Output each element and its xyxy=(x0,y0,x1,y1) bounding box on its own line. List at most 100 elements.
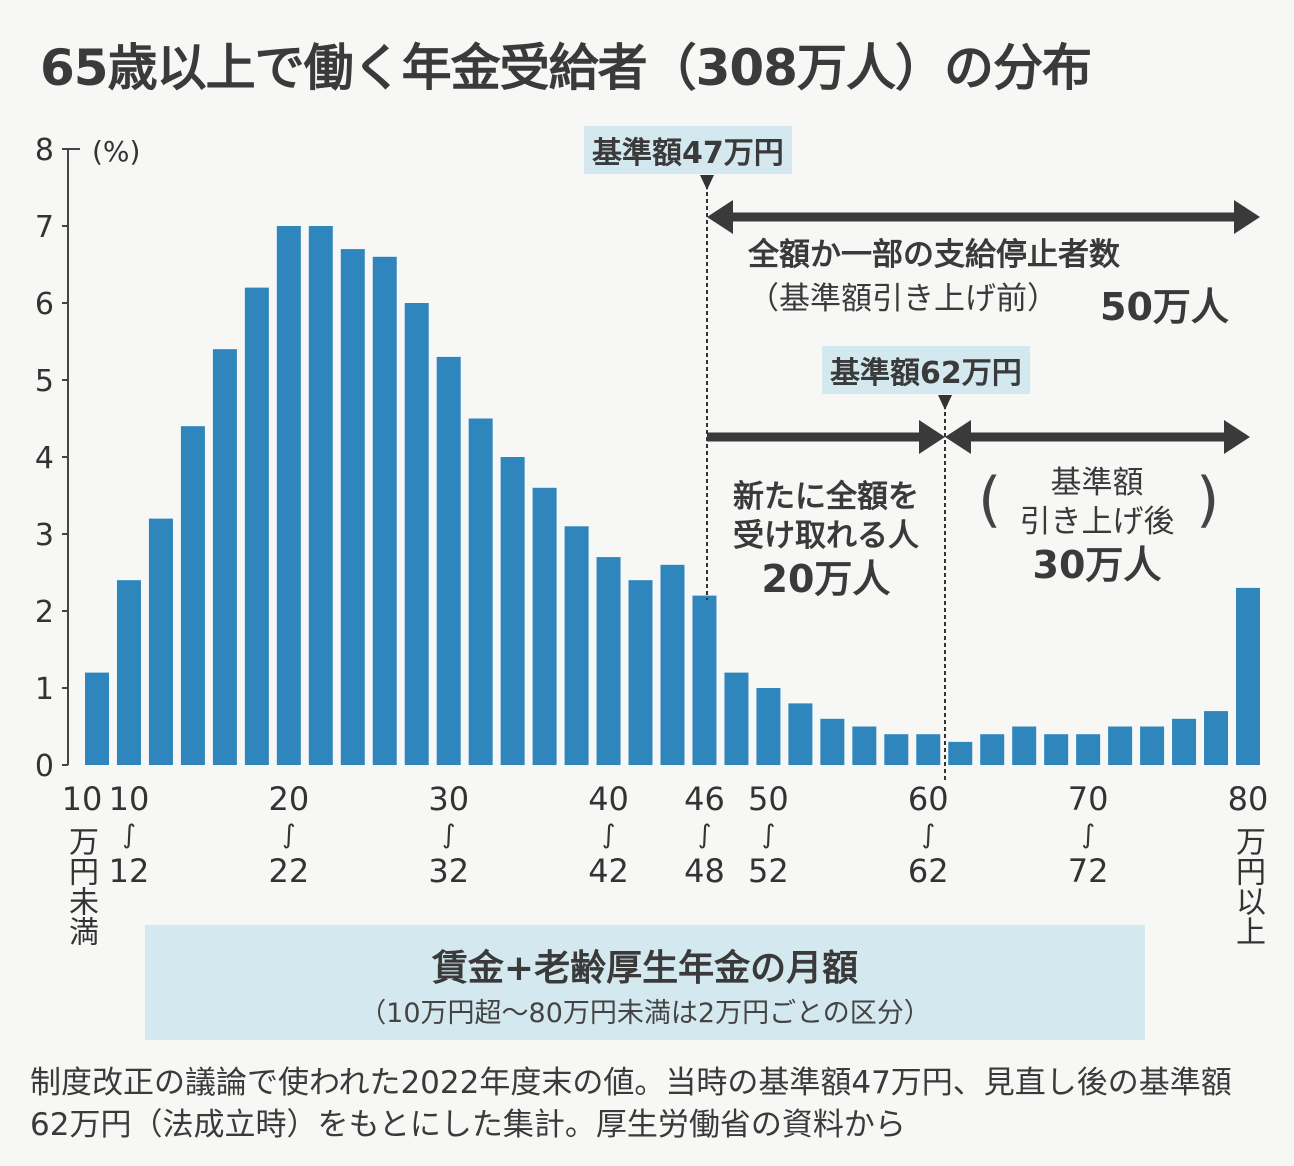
x-tick-label-bottom: 52 xyxy=(748,852,789,890)
stopped-arrow-head-right xyxy=(1234,200,1260,234)
newly-full-arrow-head-right xyxy=(919,420,945,454)
x-tick-label-top: 10 xyxy=(109,780,150,818)
bar-40〜42 xyxy=(596,557,621,765)
bar-54〜56 xyxy=(820,718,845,765)
bar-10〜12 xyxy=(116,580,141,765)
x-tick-label-bottom: 48 xyxy=(684,852,725,890)
y-tick-label: 0 xyxy=(35,749,54,784)
y-tick-label: 1 xyxy=(35,672,54,707)
x-tick-label-vertical-last: 万円以上 xyxy=(1230,826,1265,946)
x-tick-label-top: 40 xyxy=(588,780,629,818)
newly-full-label: 新たに全額を 受け取れる人 20万人 xyxy=(714,478,938,603)
x-tick-range-sep: ∫ xyxy=(922,820,936,850)
bar-64〜66 xyxy=(980,734,1005,765)
x-axis-subtitle: （10万円超～80万円未満は2万円ごとの区分） xyxy=(359,998,931,1029)
bar-20〜22 xyxy=(276,226,301,765)
bar-24〜26 xyxy=(340,249,365,766)
bar-78〜80 xyxy=(1204,711,1229,765)
x-tick-label-top: 20 xyxy=(268,780,309,818)
x-tick-range-sep: ∫ xyxy=(1081,820,1095,850)
bar-58〜60 xyxy=(884,734,909,765)
after-arrow-head-left xyxy=(945,420,971,454)
bar-44〜46 xyxy=(660,564,685,765)
bar-50〜52 xyxy=(756,688,781,765)
x-tick-label-bottom: 42 xyxy=(588,852,629,890)
bar-14〜16 xyxy=(180,426,205,765)
y-tick-label: 4 xyxy=(35,441,54,476)
bar-80万円以上 xyxy=(1236,587,1260,765)
x-tick-label-top: 10 xyxy=(62,780,103,818)
bar-22〜24 xyxy=(308,226,333,765)
x-tick-label-vertical-first: 万円未満 xyxy=(63,826,98,946)
bar-74〜76 xyxy=(1140,726,1165,765)
newly-full-value: 20万人 xyxy=(761,556,891,601)
y-axis-unit: (%) xyxy=(92,135,140,168)
bar-62〜64 xyxy=(948,741,973,765)
x-tick-range-sep: ∫ xyxy=(122,820,136,850)
x-tick-label-bottom: 12 xyxy=(109,852,150,890)
bar-60〜62 xyxy=(916,734,941,765)
x-tick-label-top: 50 xyxy=(748,780,789,818)
x-tick-label-top: 46 xyxy=(684,780,725,818)
y-tick-label: 6 xyxy=(35,287,54,322)
bar-72〜74 xyxy=(1108,726,1133,765)
bar-46〜48 xyxy=(692,595,717,765)
after-label: 基準額 引き上げ後 30万人 xyxy=(982,464,1212,589)
bar-10万円未満 xyxy=(85,672,109,765)
x-tick-label-top: 60 xyxy=(908,780,949,818)
stopped-sub: （基準額引き上げ前） xyxy=(748,281,1058,317)
threshold-62-marker xyxy=(938,395,952,410)
x-axis-title: 賃金+老齢厚生年金の月額 xyxy=(431,948,859,989)
stopped-arrow-head-left xyxy=(707,200,733,234)
x-tick-label-top: 30 xyxy=(428,780,469,818)
bar-32〜34 xyxy=(468,418,493,765)
x-tick-label-bottom: 22 xyxy=(268,852,309,890)
x-tick-label-top: 70 xyxy=(1068,780,1109,818)
after-arrow-head-right xyxy=(1224,420,1250,454)
x-tick-label-top: 80 xyxy=(1228,780,1269,818)
bar-30〜32 xyxy=(436,356,461,765)
y-tick-label: 2 xyxy=(35,595,54,630)
bar-28〜30 xyxy=(404,303,429,765)
bar-16〜18 xyxy=(212,349,237,765)
threshold-62-label: 基準額62万円 xyxy=(822,346,1030,394)
chart-title: 65歳以上で働く年金受給者（308万人）の分布 xyxy=(40,39,1092,97)
after-paren-right: ) xyxy=(1196,465,1219,535)
newly-full-line1: 新たに全額を xyxy=(733,479,919,515)
x-tick-range-sep: ∫ xyxy=(442,820,456,850)
after-value: 30万人 xyxy=(1032,542,1162,587)
x-tick-label-bottom: 32 xyxy=(428,852,469,890)
stopped-title: 全額か一部の支給停止者数 xyxy=(748,237,1120,273)
x-tick-range-sep: ∫ xyxy=(762,820,776,850)
bar-34〜36 xyxy=(500,457,525,765)
threshold-47-marker xyxy=(700,175,714,190)
after-line1: 基準額 xyxy=(1050,465,1144,501)
bar-26〜28 xyxy=(372,256,397,765)
x-tick-range-sep: ∫ xyxy=(698,820,712,850)
x-tick-range-sep: ∫ xyxy=(602,820,616,850)
x-tick-label-bottom: 62 xyxy=(908,852,949,890)
y-tick-label: 3 xyxy=(35,518,54,553)
x-axis-title-box: 賃金+老齢厚生年金の月額 （10万円超～80万円未満は2万円ごとの区分） xyxy=(145,925,1145,1040)
bar-52〜54 xyxy=(788,703,813,765)
bar-38〜40 xyxy=(564,526,589,765)
bar-66〜68 xyxy=(1012,726,1037,765)
bar-76〜78 xyxy=(1172,718,1197,765)
bar-18〜20 xyxy=(244,287,269,765)
newly-full-line2: 受け取れる人 xyxy=(733,517,919,554)
y-tick-label: 8 xyxy=(35,133,54,168)
x-tick-label-bottom: 72 xyxy=(1068,852,1109,890)
bar-36〜38 xyxy=(532,487,557,765)
bar-68〜70 xyxy=(1044,734,1069,765)
y-tick-label: 7 xyxy=(35,210,54,245)
bar-12〜14 xyxy=(148,518,173,765)
x-tick-range-sep: ∫ xyxy=(282,820,296,850)
after-paren-left: ( xyxy=(978,465,1001,535)
after-line2: 引き上げ後 xyxy=(1019,503,1175,540)
source-note: 制度改正の議論で使われた2022年度末の値。当時の基準額47万円、見直し後の基準… xyxy=(30,1065,1232,1143)
y-tick-label: 5 xyxy=(35,364,54,399)
bar-42〜44 xyxy=(628,580,653,765)
bar-48〜50 xyxy=(724,672,749,765)
